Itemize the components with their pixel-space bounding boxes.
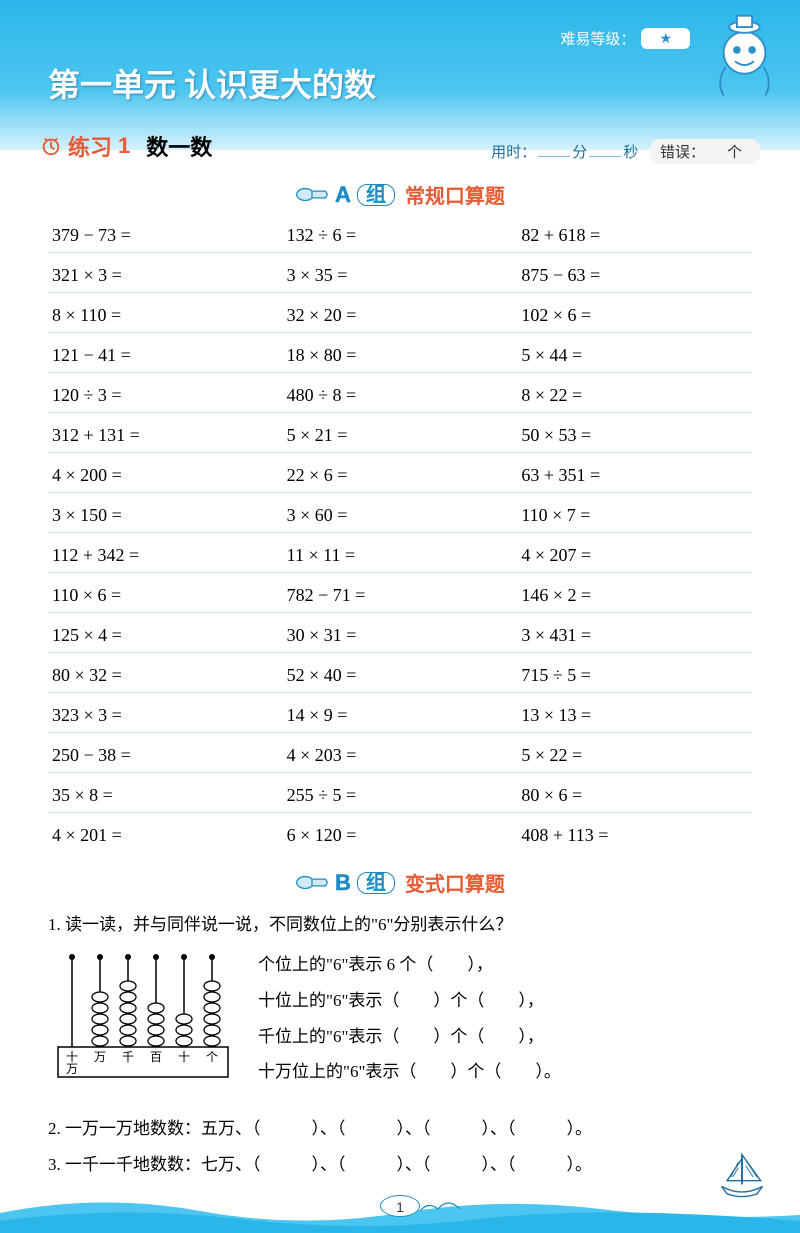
- problem-cell: 50 × 53 =: [517, 419, 752, 453]
- problem-cell: 312 + 131 =: [48, 419, 283, 453]
- practice-number: 1: [118, 133, 130, 159]
- practice-subtitle: 数一数: [146, 130, 212, 162]
- second-unit: 秒: [623, 145, 638, 161]
- section-b-header: B 组 变式口算题: [40, 868, 760, 897]
- problem-cell: 408 + 113 =: [517, 819, 752, 852]
- problem-cell: 5 × 22 =: [517, 739, 752, 773]
- problem-cell: 30 × 31 =: [283, 619, 518, 653]
- q1-stem: 1. 读一读，并与同伴说一说，不同数位上的"6"分别表示什么？: [48, 909, 752, 941]
- section-b-title: 变式口算题: [405, 868, 505, 897]
- problem-cell: 8 × 22 =: [517, 379, 752, 413]
- problem-cell: 3 × 60 =: [283, 499, 518, 533]
- svg-text:万: 万: [94, 1050, 106, 1064]
- problem-cell: 112 + 342 =: [48, 539, 283, 573]
- difficulty-badge: 难易等级：: [560, 28, 690, 49]
- problem-cell: 715 ÷ 5 =: [517, 659, 752, 693]
- q2: 2. 一万一万地数数：五万、（ ）、（ ）、（ ）、（ ）。: [48, 1113, 752, 1145]
- problem-cell: 80 × 6 =: [517, 779, 752, 813]
- star-icon: [641, 28, 690, 49]
- problem-cell: 13 × 13 =: [517, 699, 752, 733]
- problem-cell: 4 × 203 =: [283, 739, 518, 773]
- q1-line1: 个位上的"6"表示 6 个（ ），: [258, 947, 752, 983]
- problem-cell: 52 × 40 =: [283, 659, 518, 693]
- problem-grid: 379 − 73 =132 ÷ 6 =82 + 618 =321 × 3 =3 …: [40, 219, 760, 852]
- problem-cell: 875 − 63 =: [517, 259, 752, 293]
- section-a-title: 常规口算题: [405, 180, 505, 209]
- problem-cell: 4 × 201 =: [48, 819, 283, 852]
- problem-cell: 4 × 207 =: [517, 539, 752, 573]
- clock-icon: [40, 135, 62, 157]
- problem-cell: 8 × 110 =: [48, 299, 283, 333]
- problem-cell: 146 × 2 =: [517, 579, 752, 613]
- error-badge: 错误： 个: [650, 139, 760, 164]
- time-label: 用时：: [491, 145, 536, 161]
- problem-cell: 125 × 4 =: [48, 619, 283, 653]
- page-number: 1: [380, 1195, 420, 1217]
- section-b-group: 组: [357, 872, 395, 894]
- section-a-group: 组: [357, 184, 395, 206]
- unit-title: 第一单元 认识更大的数: [48, 60, 376, 106]
- problem-cell: 323 × 3 =: [48, 699, 283, 733]
- problem-cell: 120 ÷ 3 =: [48, 379, 283, 413]
- q1-line3: 千位上的"6"表示（ ）个（ ），: [258, 1019, 752, 1055]
- mascot-icon: [697, 10, 792, 105]
- svg-text:十: 十: [178, 1050, 190, 1064]
- problem-cell: 35 × 8 =: [48, 779, 283, 813]
- section-a-letter: A: [335, 182, 351, 208]
- problem-cell: 3 × 35 =: [283, 259, 518, 293]
- problem-cell: 22 × 6 =: [283, 459, 518, 493]
- svg-text:万: 万: [66, 1062, 78, 1076]
- problem-cell: 5 × 44 =: [517, 339, 752, 373]
- problem-cell: 3 × 431 =: [517, 619, 752, 653]
- svg-text:个: 个: [206, 1050, 218, 1064]
- problem-cell: 3 × 150 =: [48, 499, 283, 533]
- problem-cell: 379 − 73 =: [48, 219, 283, 253]
- section-b-letter: B: [335, 870, 351, 896]
- q1-line2: 十位上的"6"表示（ ）个（ ），: [258, 983, 752, 1019]
- problem-cell: 5 × 21 =: [283, 419, 518, 453]
- problem-cell: 321 × 3 =: [48, 259, 283, 293]
- abacus-diagram: 十万万千百十个: [48, 947, 238, 1108]
- practice-label: 练习: [68, 130, 112, 162]
- section-a-header: A 组 常规口算题: [40, 180, 760, 209]
- problem-cell: 63 + 351 =: [517, 459, 752, 493]
- time-area: 用时： 分 秒 错误： 个: [491, 139, 760, 164]
- problem-cell: 255 ÷ 5 =: [283, 779, 518, 813]
- minute-blank[interactable]: [538, 143, 570, 157]
- minute-unit: 分: [572, 145, 587, 161]
- second-blank[interactable]: [589, 143, 621, 157]
- problem-cell: 480 ÷ 8 =: [283, 379, 518, 413]
- problem-cell: 782 − 71 =: [283, 579, 518, 613]
- svg-text:百: 百: [150, 1050, 162, 1064]
- problem-cell: 14 × 9 =: [283, 699, 518, 733]
- problem-cell: 110 × 6 =: [48, 579, 283, 613]
- content-area: 练习1 数一数 用时：分秒 错误：个 A 组 常规口算题 379 − 73 =1…: [40, 120, 760, 1173]
- svg-text:千: 千: [122, 1050, 134, 1064]
- section-b-body: 1. 读一读，并与同伴说一说，不同数位上的"6"分别表示什么？ 十万万千百十个 …: [40, 909, 760, 1181]
- problem-cell: 121 − 41 =: [48, 339, 283, 373]
- problem-cell: 110 × 7 =: [517, 499, 752, 533]
- problem-cell: 11 × 11 =: [283, 539, 518, 573]
- problem-cell: 80 × 32 =: [48, 659, 283, 693]
- problem-cell: 102 × 6 =: [517, 299, 752, 333]
- error-unit: 个: [727, 145, 742, 161]
- q1-line4: 十万位上的"6"表示（ ）个（ ）。: [258, 1054, 752, 1090]
- problem-cell: 82 + 618 =: [517, 219, 752, 253]
- practice-header: 练习1 数一数 用时： 分 秒 错误： 个: [40, 130, 760, 164]
- error-label: 错误：: [660, 145, 705, 161]
- pencil-icon: [295, 874, 329, 892]
- problem-cell: 32 × 20 =: [283, 299, 518, 333]
- problem-cell: 132 ÷ 6 =: [283, 219, 518, 253]
- problem-cell: 4 × 200 =: [48, 459, 283, 493]
- problem-cell: 18 × 80 =: [283, 339, 518, 373]
- pencil-icon: [295, 186, 329, 204]
- difficulty-label: 难易等级：: [560, 28, 635, 49]
- sailboat-icon: [714, 1149, 770, 1205]
- problem-cell: 6 × 120 =: [283, 819, 518, 852]
- problem-cell: 250 − 38 =: [48, 739, 283, 773]
- q3: 3. 一千一千地数数：七万、（ ）、（ ）、（ ）、（ ）。: [48, 1149, 752, 1181]
